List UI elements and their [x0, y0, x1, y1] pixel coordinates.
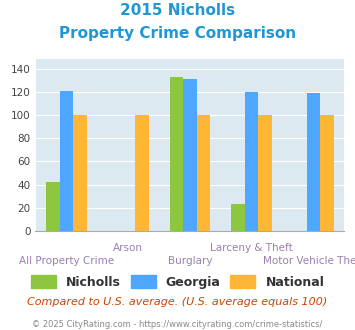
Bar [46, 182, 60, 231]
Text: All Property Crime: All Property Crime [19, 256, 114, 266]
Text: Larceny & Theft: Larceny & Theft [210, 243, 293, 252]
Text: Arson: Arson [113, 243, 143, 252]
Legend: Nicholls, Georgia, National: Nicholls, Georgia, National [26, 270, 329, 294]
Bar [231, 204, 245, 231]
Text: Burglary: Burglary [168, 256, 212, 266]
Bar [170, 77, 183, 231]
Bar [320, 115, 334, 231]
Text: Property Crime Comparison: Property Crime Comparison [59, 26, 296, 41]
Bar [307, 93, 320, 231]
Bar [183, 79, 197, 231]
Text: 2015 Nicholls: 2015 Nicholls [120, 3, 235, 18]
Text: © 2025 CityRating.com - https://www.cityrating.com/crime-statistics/: © 2025 CityRating.com - https://www.city… [32, 320, 323, 329]
Bar [197, 115, 210, 231]
Bar [135, 115, 148, 231]
Bar [245, 92, 258, 231]
Bar [60, 91, 73, 231]
Bar [73, 115, 87, 231]
Bar [258, 115, 272, 231]
Text: Compared to U.S. average. (U.S. average equals 100): Compared to U.S. average. (U.S. average … [27, 297, 328, 307]
Text: Motor Vehicle Theft: Motor Vehicle Theft [263, 256, 355, 266]
